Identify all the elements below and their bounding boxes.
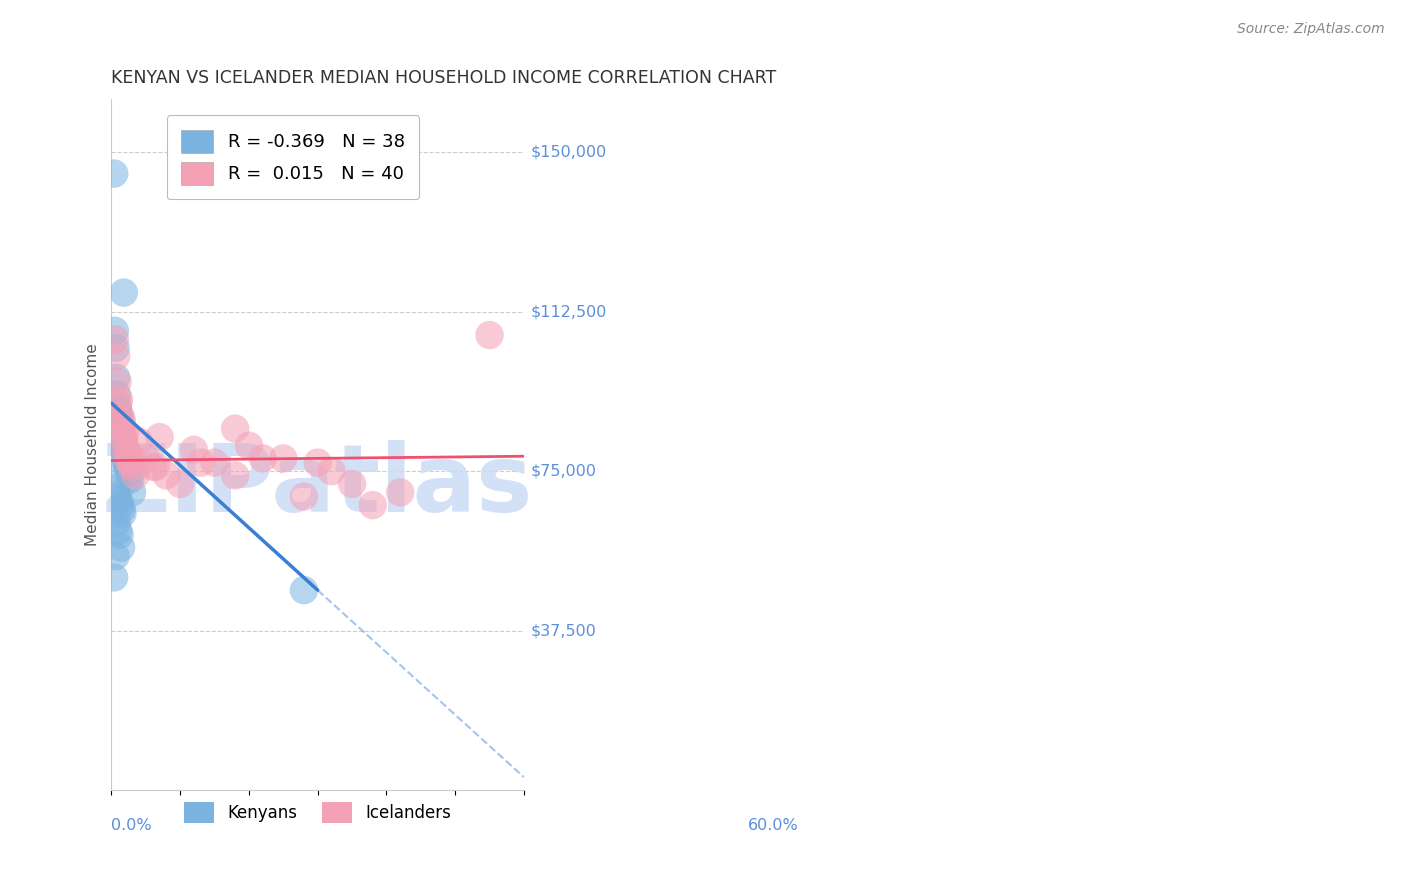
Point [120, 459, 142, 474]
Point [117, 464, 139, 478]
Point [108, 528, 131, 542]
Point [118, 456, 141, 470]
Point [111, 507, 134, 521]
Point [115, 456, 138, 470]
Point [111, 417, 134, 432]
Point [105, 515, 128, 529]
Point [224, 468, 246, 483]
Point [114, 425, 136, 440]
Point [104, 332, 127, 346]
Point [103, 167, 125, 181]
Point [115, 451, 138, 466]
Point [104, 549, 127, 563]
Point [361, 498, 384, 512]
Point [389, 485, 412, 500]
Point [117, 447, 139, 461]
Point [107, 490, 129, 504]
Point [252, 451, 274, 466]
Point [108, 413, 131, 427]
Point [105, 387, 128, 401]
Point [183, 442, 205, 457]
Point [107, 396, 129, 410]
Point [110, 498, 132, 512]
Point [340, 476, 363, 491]
Point [108, 409, 131, 423]
Point [292, 583, 315, 598]
Point [478, 328, 501, 343]
Point [292, 490, 315, 504]
Point [307, 456, 329, 470]
Point [273, 451, 295, 466]
Point [142, 459, 165, 474]
Point [118, 473, 141, 487]
Point [121, 451, 143, 466]
Y-axis label: Median Household Income: Median Household Income [86, 343, 100, 546]
Point [111, 413, 134, 427]
Point [107, 404, 129, 418]
Point [155, 468, 177, 483]
Point [110, 541, 132, 555]
Point [107, 524, 129, 538]
Point [111, 502, 134, 516]
Text: $150,000: $150,000 [530, 145, 606, 160]
Point [107, 401, 129, 415]
Point [238, 439, 260, 453]
Text: 0.0%: 0.0% [111, 818, 152, 832]
Point [108, 392, 131, 406]
Point [114, 442, 136, 457]
Point [224, 422, 246, 436]
Point [115, 442, 138, 457]
Point [110, 409, 132, 423]
Point [105, 370, 128, 384]
Legend: Kenyans, Icelanders: Kenyans, Icelanders [177, 795, 458, 830]
Point [115, 459, 138, 474]
Point [108, 494, 131, 508]
Point [204, 456, 226, 470]
Text: $75,000: $75,000 [530, 464, 596, 479]
Point [114, 434, 136, 449]
Point [128, 434, 150, 449]
Point [124, 468, 146, 483]
Point [121, 485, 143, 500]
Point [107, 375, 129, 389]
Point [105, 481, 128, 495]
Point [103, 570, 125, 584]
Point [112, 425, 135, 440]
Point [112, 434, 135, 449]
Point [112, 285, 135, 300]
Point [148, 430, 170, 444]
Point [105, 350, 128, 364]
Point [135, 451, 157, 466]
Point [110, 422, 132, 436]
Text: $37,500: $37,500 [530, 623, 596, 638]
Point [104, 468, 127, 483]
Text: 60.0%: 60.0% [748, 818, 799, 832]
Point [145, 459, 167, 474]
Point [112, 439, 135, 453]
Point [104, 324, 127, 338]
Point [111, 430, 134, 444]
Point [169, 476, 191, 491]
Text: $112,500: $112,500 [530, 304, 606, 319]
Text: KENYAN VS ICELANDER MEDIAN HOUSEHOLD INCOME CORRELATION CHART: KENYAN VS ICELANDER MEDIAN HOUSEHOLD INC… [111, 69, 776, 87]
Point [114, 447, 136, 461]
Point [321, 464, 343, 478]
Point [110, 417, 132, 432]
Point [104, 341, 127, 355]
Text: ZIPatlas: ZIPatlas [103, 440, 533, 532]
Point [115, 451, 138, 466]
Point [190, 456, 212, 470]
Text: Source: ZipAtlas.com: Source: ZipAtlas.com [1237, 22, 1385, 37]
Point [111, 425, 134, 440]
